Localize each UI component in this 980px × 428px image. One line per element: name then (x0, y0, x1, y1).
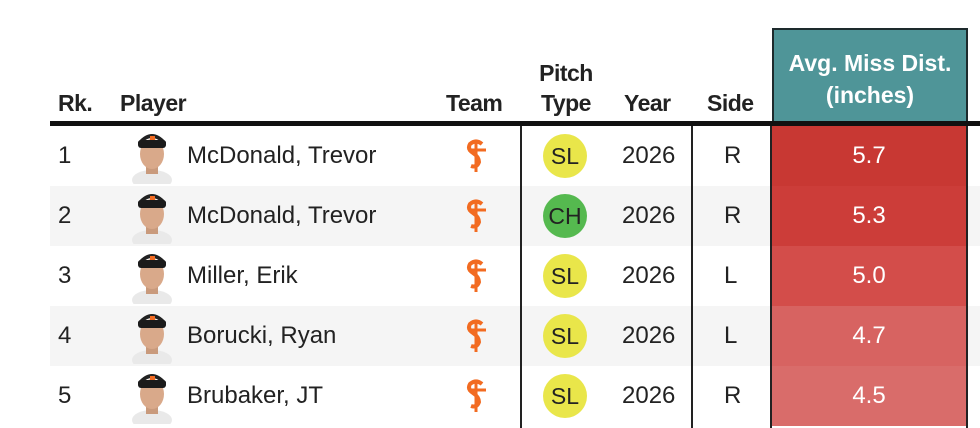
side: R (724, 202, 742, 229)
avg-miss-dist: 5.0 (772, 246, 966, 306)
pitch-badge: SL (543, 374, 587, 418)
rank: 2 (58, 202, 72, 229)
side: R (724, 382, 742, 409)
pitch-badge: SL (543, 314, 587, 358)
player-name: Borucki, Ryan (187, 322, 337, 349)
table-row: 4 Borucki, Ryan SL 2026 L 4.7 (50, 306, 980, 366)
rank: 5 (58, 382, 72, 409)
table-row: 1 McDonald, Trevor SL 2026 R 5.7 (50, 126, 980, 186)
header-rule (50, 121, 980, 126)
year: 2026 (622, 142, 676, 169)
year: 2026 (622, 382, 676, 409)
table-row: 5 Brubaker, JT SL 2026 R 4.5 (50, 366, 980, 426)
divider (770, 126, 772, 428)
divider (966, 126, 968, 428)
pitch-badge: CH (543, 194, 587, 238)
table-row: 2 McDonald, Trevor CH 2026 R 5.3 (50, 186, 980, 246)
team-logo (464, 246, 488, 306)
player-name: Miller, Erik (187, 262, 298, 289)
headshot (130, 366, 174, 426)
col-side: Side (707, 90, 754, 116)
avg-miss-dist: 5.7 (772, 126, 966, 186)
side: L (724, 262, 738, 289)
headshot (130, 126, 174, 186)
side: L (724, 322, 738, 349)
player-name: Brubaker, JT (187, 382, 324, 409)
headshot (130, 246, 174, 306)
divider (691, 126, 693, 428)
table-row: 3 Miller, Erik SL 2026 L 5.0 (50, 246, 980, 306)
headshot (130, 186, 174, 246)
col-year: Year (624, 90, 671, 116)
rank: 4 (58, 322, 72, 349)
divider (520, 126, 522, 428)
side: R (724, 142, 742, 169)
rank: 3 (58, 262, 72, 289)
headshot (130, 306, 174, 366)
col-player: Player (120, 90, 187, 116)
col-rank: Rk. (58, 90, 93, 116)
year: 2026 (622, 202, 676, 229)
pitch-badge: SL (543, 134, 587, 178)
player-name: McDonald, Trevor (187, 202, 377, 229)
team-logo (464, 366, 488, 426)
col-dist: Avg. Miss Dist. (inches) (772, 28, 968, 122)
avg-miss-dist: 5.3 (772, 186, 966, 246)
team-logo (464, 186, 488, 246)
team-logo (464, 306, 488, 366)
pitch-badge: SL (543, 254, 587, 298)
year: 2026 (622, 262, 676, 289)
year: 2026 (622, 322, 676, 349)
player-name: McDonald, Trevor (187, 142, 377, 169)
avg-miss-dist: 4.7 (772, 306, 966, 366)
col-pitch: Pitch Type (539, 60, 593, 116)
col-team: Team (446, 90, 503, 116)
team-logo (464, 126, 488, 186)
rank: 1 (58, 142, 72, 169)
avg-miss-dist: 4.5 (772, 366, 966, 426)
